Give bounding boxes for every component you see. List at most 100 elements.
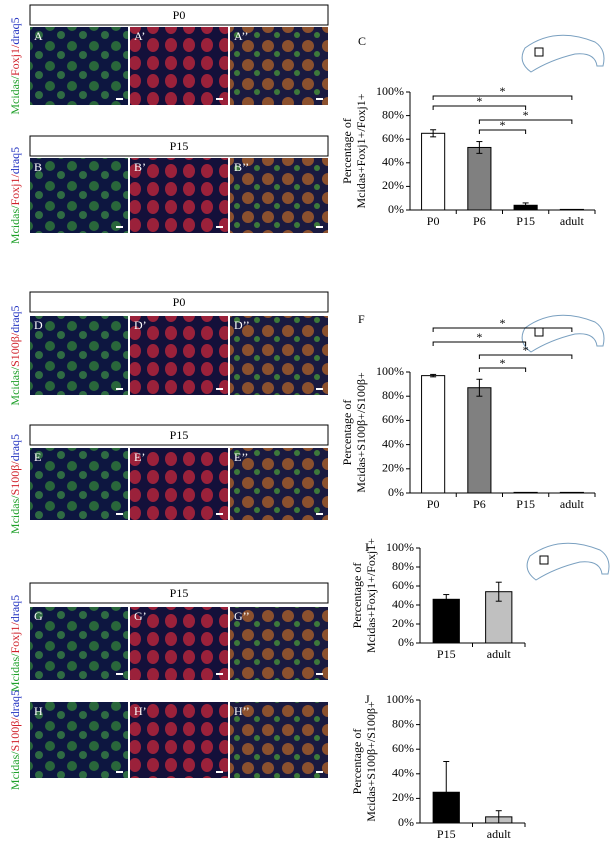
micrograph [30, 316, 128, 395]
stain-part: Mcidas/ [8, 653, 22, 692]
bar [421, 375, 446, 494]
y-tick-label: 100% [376, 364, 404, 378]
y-tick-label: 0% [398, 815, 414, 829]
brain-schematic [521, 314, 605, 353]
significance-label: * [500, 84, 506, 98]
y-axis-label: Percentage of [340, 118, 354, 184]
stain-part: Foxj1/ [8, 621, 22, 653]
micrograph [30, 27, 128, 105]
x-tick-label: adult [487, 647, 512, 661]
region-box [539, 555, 549, 565]
bar [559, 208, 584, 211]
y-tick-label: 60% [392, 741, 414, 755]
panel-label: C [358, 34, 366, 48]
stain-part: Mcidas/ [8, 75, 22, 114]
stain-part: draq5 [8, 595, 22, 622]
brain-schematic [526, 542, 610, 581]
bar [421, 132, 446, 211]
panel-label: G’ [134, 609, 147, 623]
panel-label: E’’ [234, 450, 248, 464]
y-axis-label: Percentage of [350, 563, 364, 629]
brain-schematic [521, 34, 605, 73]
panel-label: E’ [134, 450, 145, 464]
significance-bracket [478, 354, 573, 359]
panel-label: H [34, 704, 43, 718]
header: P0 [173, 295, 186, 309]
micrograph [30, 607, 128, 680]
y-tick-label: 100% [386, 540, 414, 554]
stain-label: Mcidas/Foxj1/draq5 [8, 595, 22, 692]
significance-label: * [476, 330, 482, 344]
stain-part: Mcidas/ [8, 366, 22, 405]
x-tick-label: P15 [516, 497, 535, 511]
stain-part: Mcidas/ [8, 495, 22, 534]
panel-label: I [365, 540, 369, 554]
x-tick-label: P6 [473, 214, 486, 228]
stain-label: Mcidas/S100β/draq5 [8, 305, 22, 405]
micrograph [230, 316, 328, 395]
significance-label: * [523, 343, 529, 357]
micrograph [30, 448, 128, 520]
y-axis-label: Mcidas+Foxj1+/Foxj1+ [354, 93, 368, 208]
stain-part: Mcidas/ [8, 205, 22, 244]
header-box [29, 582, 329, 604]
y-axis-label: Mcidas+Foxj1+/Foxj1+ [364, 538, 378, 653]
micrograph [230, 158, 328, 233]
x-tick-label: P0 [427, 497, 440, 511]
stain-part: draq5 [8, 305, 22, 332]
micrograph [130, 316, 228, 395]
header: P0 [173, 8, 186, 22]
stain-part: draq5 [8, 17, 22, 44]
significance-label: * [500, 356, 506, 370]
x-tick-label: adult [560, 497, 585, 511]
x-tick-label: P15 [516, 214, 535, 228]
stain-label: Mcidas/S100β/draq5 [8, 434, 22, 534]
significance-bracket [432, 327, 573, 332]
y-axis-label: Percentage of [340, 400, 354, 466]
stain-part: draq5 [8, 434, 22, 461]
micrograph [130, 158, 228, 233]
panel-label: A’ [134, 29, 145, 43]
panel-label: D’’ [234, 318, 250, 332]
x-tick-label: P15 [437, 827, 456, 841]
x-tick-label: adult [487, 827, 512, 841]
y-tick-label: 20% [382, 178, 404, 192]
y-tick-label: 80% [382, 107, 404, 121]
stain-part: Mcidas/ [8, 751, 22, 790]
header-box [29, 135, 329, 157]
micrograph [30, 702, 128, 778]
stain-part: S100β/ [8, 717, 22, 752]
header: P15 [170, 139, 189, 153]
stain-part: draq5 [8, 690, 22, 717]
x-tick-label: P15 [437, 647, 456, 661]
y-tick-label: 80% [382, 388, 404, 402]
y-tick-label: 100% [386, 692, 414, 706]
y-tick-label: 80% [392, 559, 414, 573]
significance-bracket [432, 105, 527, 110]
panel-label: A [34, 29, 43, 43]
y-tick-label: 40% [382, 436, 404, 450]
header-box [29, 4, 329, 26]
micrograph [230, 702, 328, 778]
panel-label: F [358, 312, 365, 326]
panel-label: H’’ [234, 704, 250, 718]
stain-part: Foxj1/ [8, 44, 22, 76]
significance-label: * [523, 108, 529, 122]
y-tick-label: 80% [392, 716, 414, 730]
significance-bracket [478, 367, 527, 372]
stain-part: S100β/ [8, 332, 22, 367]
stain-part: draq5 [8, 147, 22, 174]
y-tick-label: 0% [388, 202, 404, 216]
micrograph [130, 607, 228, 680]
y-axis-label: Mcidas+S100β+/S100β+ [364, 701, 378, 822]
y-tick-label: 60% [382, 131, 404, 145]
stain-label: Mcidas/S100β/draq5 [8, 690, 22, 790]
micrograph [130, 27, 228, 105]
panel-label: D [34, 318, 43, 332]
y-tick-label: 100% [376, 84, 404, 98]
y-tick-label: 0% [388, 485, 404, 499]
panel-label: A’’ [234, 29, 248, 43]
header: P15 [170, 428, 189, 442]
region-box [534, 327, 544, 337]
y-tick-label: 40% [382, 155, 404, 169]
